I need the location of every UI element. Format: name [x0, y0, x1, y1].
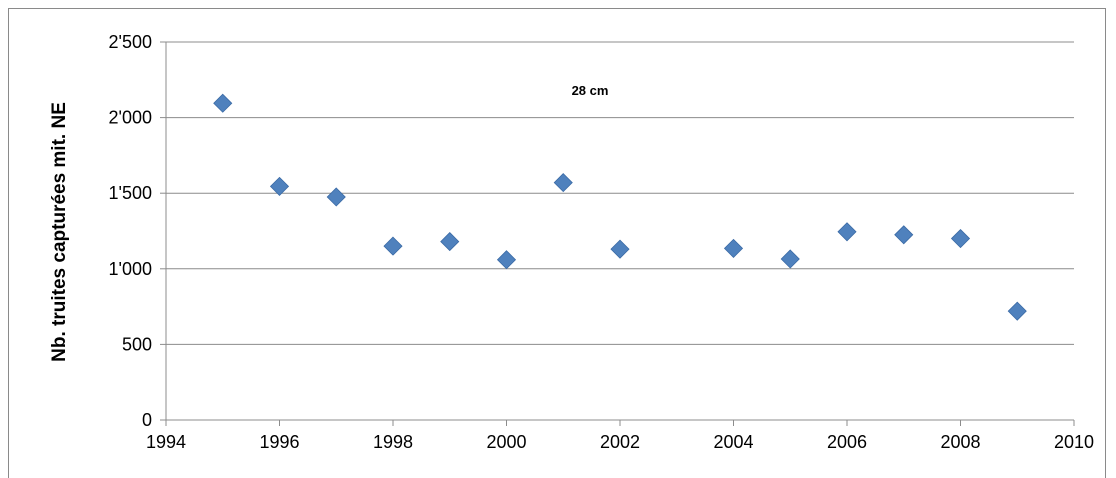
data-point — [440, 232, 460, 252]
x-tick-label: 2010 — [1054, 432, 1094, 452]
y-tick-labels: 0 500 1'000 1'500 2'000 2'500 — [109, 32, 152, 430]
data-point — [837, 222, 857, 242]
x-tick-label: 1996 — [259, 432, 299, 452]
x-tick-label: 2008 — [940, 432, 980, 452]
data-point — [1007, 301, 1027, 321]
data-point — [213, 93, 233, 113]
data-point — [723, 238, 744, 258]
data-point — [894, 225, 914, 245]
axes — [160, 41, 1075, 426]
y-tick-label: 2'000 — [109, 108, 152, 128]
data-points — [213, 93, 1027, 321]
data-point — [553, 173, 573, 193]
data-point — [269, 176, 290, 196]
x-tick-label: 1994 — [146, 432, 186, 452]
x-tick-label: 1998 — [373, 432, 413, 452]
x-tick-label: 2002 — [600, 432, 640, 452]
gridlines — [166, 41, 1074, 345]
x-tick-labels: 1994 1996 1998 2000 2002 2004 2006 2008 2010 — [146, 432, 1094, 452]
data-point — [383, 236, 403, 256]
y-tick-label: 500 — [122, 334, 152, 354]
data-point — [326, 187, 346, 207]
y-tick-label: 1'500 — [109, 183, 152, 203]
x-tick-label: 2000 — [486, 432, 526, 452]
data-point — [780, 249, 800, 269]
chart-frame — [8, 8, 1106, 478]
y-tick-label: 0 — [142, 410, 152, 430]
y-axis-title: Nb. truites capturées mit. NE — [49, 102, 70, 362]
data-point — [610, 239, 630, 259]
y-tick-label: 2'500 — [109, 32, 152, 52]
chart-annotation: 28 cm — [572, 83, 609, 98]
data-point — [950, 228, 971, 249]
x-tick-label: 2004 — [713, 432, 753, 452]
y-tick-label: 1'000 — [109, 259, 152, 279]
x-tick-label: 2006 — [827, 432, 867, 452]
data-point — [496, 250, 517, 270]
